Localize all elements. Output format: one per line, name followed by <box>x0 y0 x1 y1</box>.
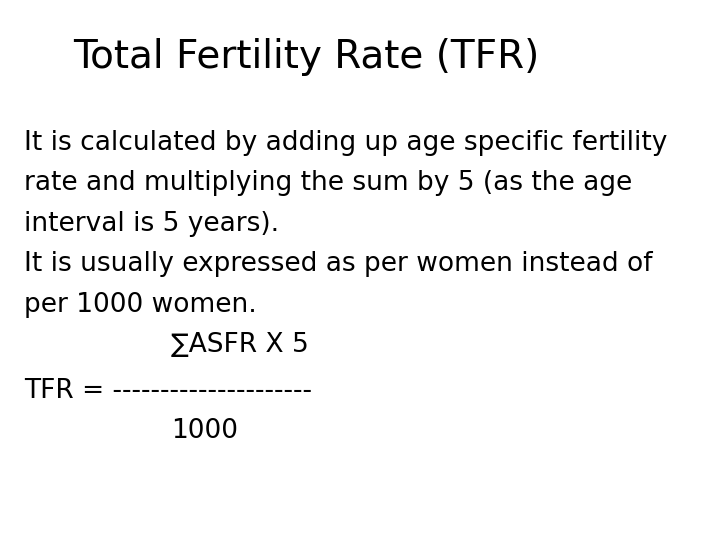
Text: rate and multiplying the sum by 5 (as the age: rate and multiplying the sum by 5 (as th… <box>24 170 633 196</box>
Text: Total Fertility Rate (TFR): Total Fertility Rate (TFR) <box>73 38 539 76</box>
Text: per 1000 women.: per 1000 women. <box>24 292 257 318</box>
Text: It is usually expressed as per women instead of: It is usually expressed as per women ins… <box>24 251 653 277</box>
Text: TFR = ---------------------: TFR = --------------------- <box>24 378 312 404</box>
Text: interval is 5 years).: interval is 5 years). <box>24 211 279 237</box>
Text: It is calculated by adding up age specific fertility: It is calculated by adding up age specif… <box>24 130 668 156</box>
Text: 1000: 1000 <box>171 418 238 444</box>
Text: ∑ASFR X 5: ∑ASFR X 5 <box>171 332 309 358</box>
